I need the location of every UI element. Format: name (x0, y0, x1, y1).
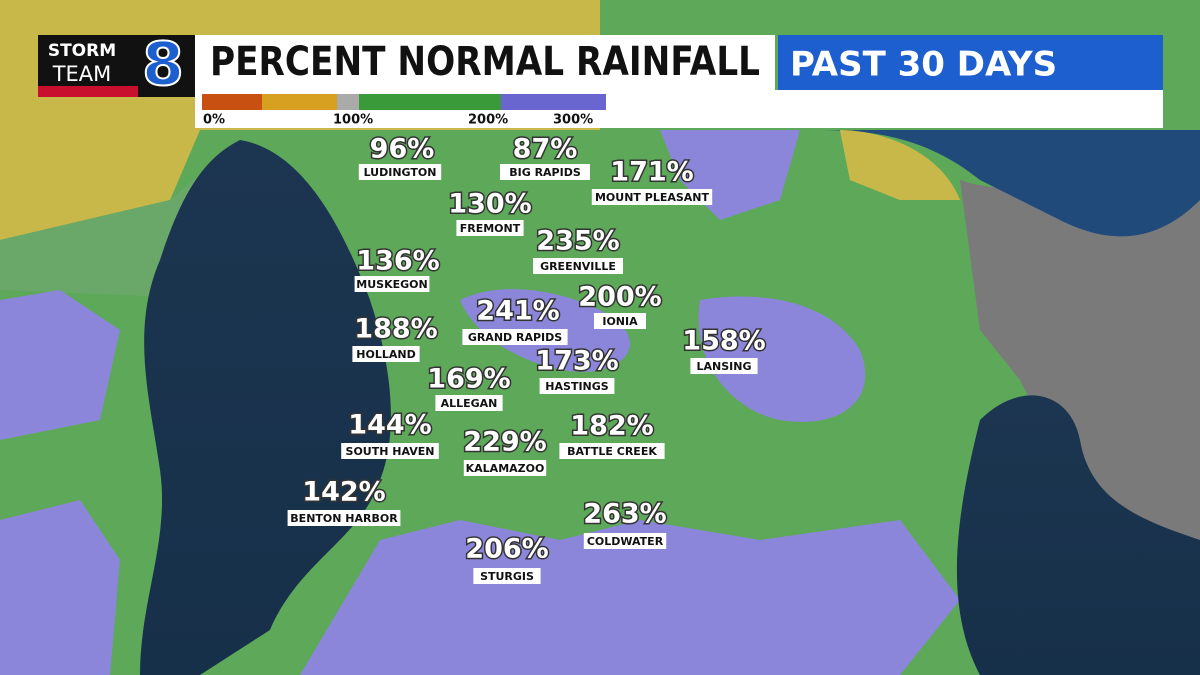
city-value: 188% (354, 314, 437, 345)
city-label-box (354, 276, 430, 292)
city-value: 241% (476, 296, 559, 327)
city-label-box (435, 395, 503, 411)
city-value: 263% (583, 499, 666, 530)
city-value: 142% (302, 477, 385, 508)
city-value: 136% (356, 246, 439, 277)
city-name: MOUNT PLEASANT (595, 191, 710, 204)
dry-area (840, 130, 960, 200)
city-value: 229% (463, 427, 546, 458)
city-value: 158% (682, 326, 765, 357)
city-name: COLDWATER (587, 535, 664, 548)
city-value: 235% (536, 226, 619, 257)
city-name: BIG RAPIDS (509, 166, 581, 179)
city-name: BENTON HARBOR (290, 512, 398, 525)
logo-stripe (38, 86, 138, 97)
lake-erie (956, 395, 1200, 675)
period: PAST 30 DAYS (790, 45, 1057, 85)
wet-area (0, 290, 120, 440)
city-value: 206% (465, 534, 548, 565)
wet-area (698, 296, 866, 422)
city-value: 87% (513, 134, 578, 165)
city-label-box (341, 443, 439, 459)
period-box (778, 35, 1163, 95)
lake-michigan (140, 140, 391, 675)
city-name: IONIA (602, 315, 638, 328)
city-value: 173% (535, 346, 618, 377)
city-value: 200% (578, 282, 661, 313)
city-value: 169% (427, 364, 510, 395)
city-name: GREENVILLE (540, 260, 616, 273)
city-name: LUDINGTON (364, 166, 437, 179)
city-name: KALAMAZOO (466, 462, 545, 475)
city-label-box (594, 313, 646, 329)
logo-text: TEAM (52, 62, 112, 86)
city-label-box (533, 258, 623, 274)
city-name: BATTLE CREEK (567, 445, 657, 458)
city-value: 182% (570, 411, 653, 442)
title: PERCENT NORMAL RAINFALL (210, 39, 760, 85)
legend-label: 100% (333, 113, 373, 128)
city-label-box (456, 220, 524, 236)
city-name: ALLEGAN (441, 397, 498, 410)
city-label-box (462, 329, 568, 345)
legend-swatch (202, 94, 262, 110)
city-name: FREMONT (460, 222, 521, 235)
city-name: GRAND RAPIDS (468, 331, 562, 344)
lake-huron (820, 130, 1200, 237)
city-label-box (539, 378, 615, 394)
wet-area (0, 500, 120, 675)
city-name: SOUTH HAVEN (346, 445, 435, 458)
city-value: 171% (610, 157, 693, 188)
wet-area (660, 130, 800, 220)
city-label-box (352, 346, 420, 362)
wet-area (300, 520, 960, 675)
city-value: 144% (348, 410, 431, 441)
city-label-box (583, 533, 667, 549)
city-label-box (559, 443, 665, 459)
city-label-box (500, 164, 590, 180)
city-name: LANSING (697, 360, 752, 373)
logo-text: STORM (48, 41, 116, 61)
city-label-box (690, 358, 758, 374)
legend-label: 200% (468, 113, 508, 128)
city-label-box (463, 460, 547, 476)
legend-label: 300% (553, 113, 593, 128)
city-value: 96% (370, 134, 435, 165)
city-name: HOLLAND (356, 348, 415, 361)
legend-swatch (337, 94, 359, 110)
legend-label: 0% (203, 113, 225, 128)
city-label-box (473, 568, 541, 584)
city-label-box (358, 164, 442, 180)
title-box (195, 35, 775, 90)
legend-swatch (501, 94, 606, 110)
city-name: MUSKEGON (356, 278, 427, 291)
city-value: 130% (448, 189, 531, 220)
city-label-box (287, 510, 401, 526)
city-label-box (591, 189, 713, 205)
city-name: STURGIS (480, 570, 534, 583)
city-name: HASTINGS (545, 380, 608, 393)
legend-swatch (359, 94, 501, 110)
logo-number: 8 (142, 30, 184, 100)
